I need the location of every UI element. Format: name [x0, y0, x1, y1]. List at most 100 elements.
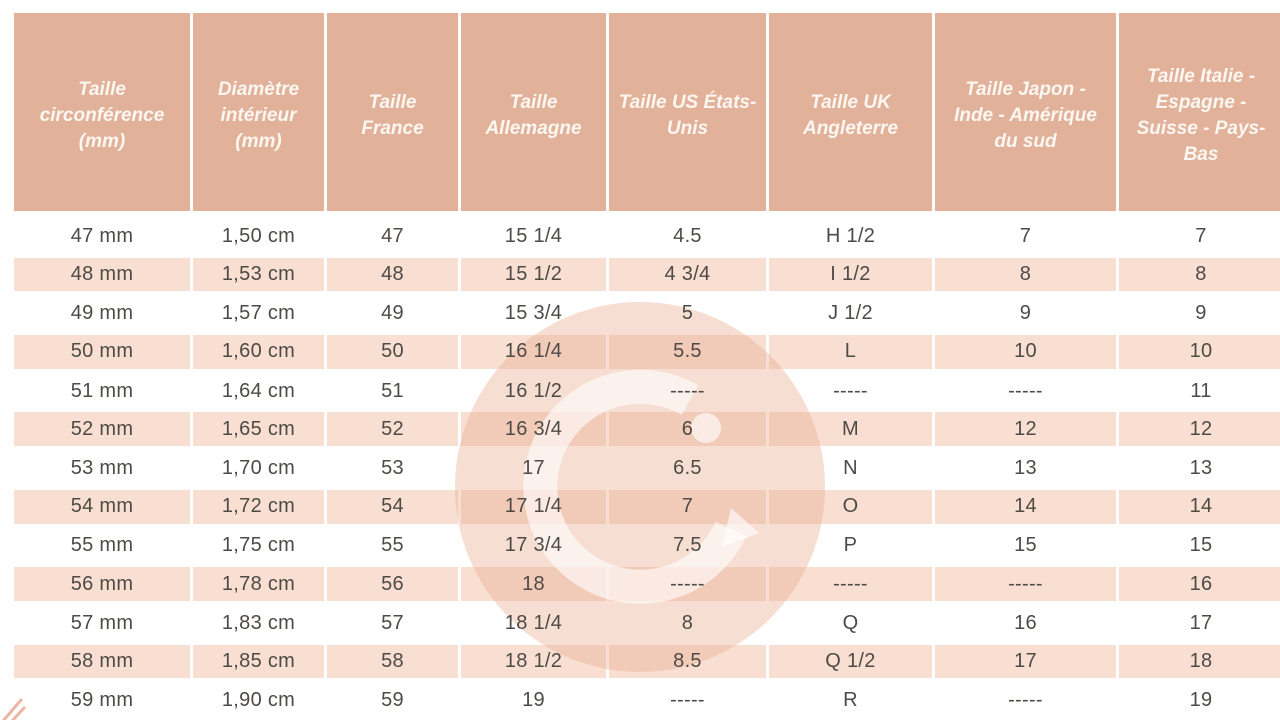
- table-cell: 13: [1119, 449, 1280, 488]
- table-cell: 10: [935, 333, 1116, 372]
- table-cell: 1,83 cm: [193, 603, 324, 643]
- table-cell: 19: [1119, 681, 1280, 720]
- table-cell: H 1/2: [769, 217, 932, 256]
- table-cell: 55: [327, 526, 458, 566]
- table-cell: 8.5: [609, 642, 766, 682]
- table-cell: 1,65 cm: [193, 410, 324, 450]
- table-cell: 55 mm: [14, 526, 190, 566]
- table-row: 55 mm 1,75 cm 55 17 3/4 7.5 P 15 15: [14, 526, 1280, 566]
- table-cell: 19: [461, 681, 606, 720]
- column-header: Taille France: [327, 13, 458, 217]
- table-cell: 57 mm: [14, 603, 190, 643]
- table-cell: 9: [1119, 294, 1280, 334]
- table-row: 53 mm 1,70 cm 53 17 6.5 N 13 13: [14, 449, 1280, 488]
- table-row: 57 mm 1,83 cm 57 18 1/4 8 Q 16 17: [14, 603, 1280, 643]
- table-cell: 17: [461, 449, 606, 488]
- column-header: Taille US États-Unis: [609, 13, 766, 217]
- table-cell: 14: [1119, 487, 1280, 527]
- table-cell: 58: [327, 642, 458, 682]
- table-cell: Q: [769, 603, 932, 643]
- table-cell: 1,64 cm: [193, 371, 324, 411]
- table-cell: 59: [327, 681, 458, 720]
- table-row: 51 mm 1,64 cm 51 16 1/2 ----- ----- ----- 11: [14, 371, 1280, 411]
- table-cell: 18 1/4: [461, 603, 606, 643]
- table-cell: 17: [935, 642, 1116, 682]
- table-cell: 51: [327, 371, 458, 411]
- table-cell: 53: [327, 449, 458, 488]
- column-header: Taille Allemagne: [461, 13, 606, 217]
- table-cell: 15 1/2: [461, 255, 606, 295]
- table-cell: 15 3/4: [461, 294, 606, 334]
- table-row: 49 mm 1,57 cm 49 15 3/4 5 J 1/2 9 9: [14, 294, 1280, 334]
- table-cell: -----: [609, 371, 766, 411]
- table-cell: 4.5: [609, 217, 766, 256]
- table-cell: Q 1/2: [769, 642, 932, 682]
- table-cell: 15: [1119, 526, 1280, 566]
- table-cell: 12: [935, 410, 1116, 450]
- table-cell: 11: [1119, 371, 1280, 411]
- table-cell: 4 3/4: [609, 255, 766, 295]
- table-cell: 58 mm: [14, 642, 190, 682]
- table-cell: 17 3/4: [461, 526, 606, 566]
- table-cell: 49: [327, 294, 458, 334]
- table-cell: 47 mm: [14, 217, 190, 256]
- table-cell: 50: [327, 333, 458, 372]
- table-cell: J 1/2: [769, 294, 932, 334]
- table-cell: 47: [327, 217, 458, 256]
- table-cell: -----: [609, 565, 766, 604]
- table-cell: 1,85 cm: [193, 642, 324, 682]
- table-cell: 18: [461, 565, 606, 604]
- table-cell: 50 mm: [14, 333, 190, 372]
- table-cell: -----: [935, 681, 1116, 720]
- table-cell: 13: [935, 449, 1116, 488]
- table-cell: 14: [935, 487, 1116, 527]
- table-cell: -----: [609, 681, 766, 720]
- table-cell: 7.5: [609, 526, 766, 566]
- table-row: 50 mm 1,60 cm 50 16 1/4 5.5 L 10 10: [14, 333, 1280, 372]
- table-cell: 16: [935, 603, 1116, 643]
- table-cell: 1,60 cm: [193, 333, 324, 372]
- table-cell: L: [769, 333, 932, 372]
- table-cell: O: [769, 487, 932, 527]
- table-cell: 8: [1119, 255, 1280, 295]
- table-cell: 6.5: [609, 449, 766, 488]
- column-header: Diamètre intérieur (mm): [193, 13, 324, 217]
- table-cell: 53 mm: [14, 449, 190, 488]
- table-cell: 18: [1119, 642, 1280, 682]
- table-cell: 16 1/4: [461, 333, 606, 372]
- table-cell: 1,78 cm: [193, 565, 324, 604]
- table-cell: 48: [327, 255, 458, 295]
- table-cell: 5.5: [609, 333, 766, 372]
- table-row: 56 mm 1,78 cm 56 18 ----- ----- ----- 16: [14, 565, 1280, 604]
- table-cell: 1,70 cm: [193, 449, 324, 488]
- table-cell: 54: [327, 487, 458, 527]
- table-cell: I 1/2: [769, 255, 932, 295]
- table-cell: 8: [935, 255, 1116, 295]
- table-cell: 18 1/2: [461, 642, 606, 682]
- table-cell: 17: [1119, 603, 1280, 643]
- table-cell: 1,90 cm: [193, 681, 324, 720]
- table-cell: N: [769, 449, 932, 488]
- table-cell: M: [769, 410, 932, 450]
- table-header-row: Taille circonférence (mm) Diamètre intéri…: [14, 13, 1280, 217]
- table-cell: 7: [935, 217, 1116, 256]
- table-cell: 48 mm: [14, 255, 190, 295]
- table-cell: 49 mm: [14, 294, 190, 334]
- table-cell: 52 mm: [14, 410, 190, 450]
- table-cell: -----: [935, 371, 1116, 411]
- table-cell: 16: [1119, 565, 1280, 604]
- table-row: 47 mm 1,50 cm 47 15 1/4 4.5 H 1/2 7 7: [14, 217, 1280, 256]
- table-cell: 12: [1119, 410, 1280, 450]
- table-cell: 1,53 cm: [193, 255, 324, 295]
- table-cell: 7: [1119, 217, 1280, 256]
- table-cell: -----: [769, 371, 932, 411]
- table-cell: 51 mm: [14, 371, 190, 411]
- table-cell: 16 3/4: [461, 410, 606, 450]
- table-row: 48 mm 1,53 cm 48 15 1/2 4 3/4 I 1/2 8 8: [14, 255, 1280, 295]
- table-cell: -----: [935, 565, 1116, 604]
- table-row: 52 mm 1,65 cm 52 16 3/4 6 M 12 12: [14, 410, 1280, 450]
- table-cell: P: [769, 526, 932, 566]
- table-cell: 52: [327, 410, 458, 450]
- table-cell: 15 1/4: [461, 217, 606, 256]
- table-row: 58 mm 1,85 cm 58 18 1/2 8.5 Q 1/2 17 18: [14, 642, 1280, 682]
